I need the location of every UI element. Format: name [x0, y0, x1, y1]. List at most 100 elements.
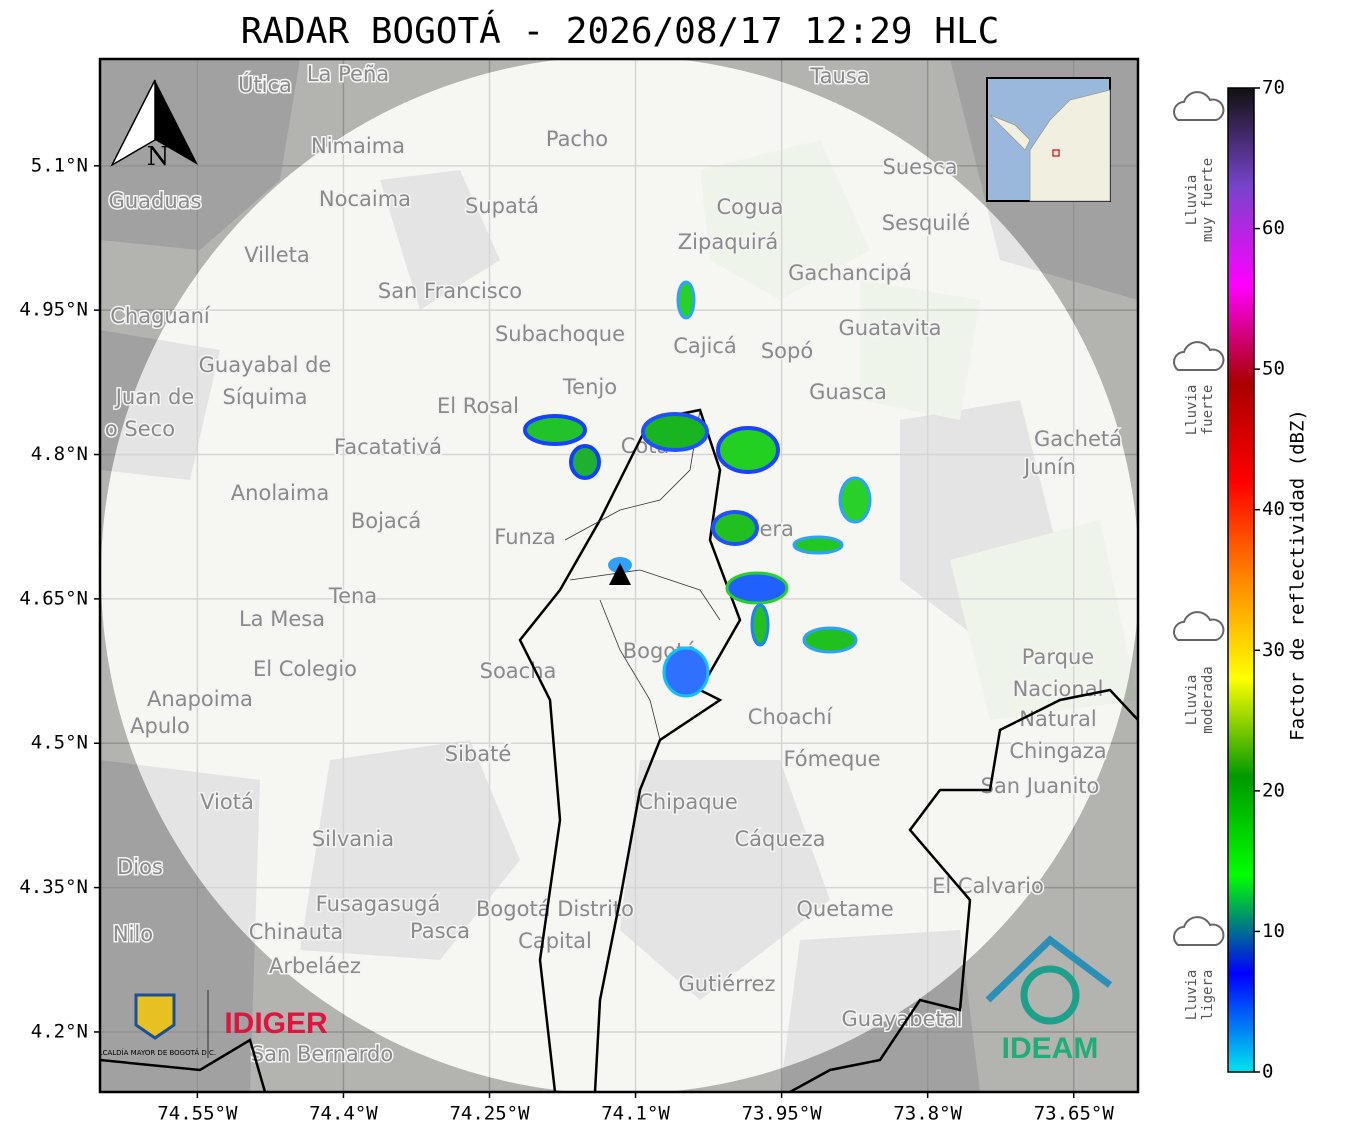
cloud-icon: [1173, 91, 1225, 121]
place-label: Facatativá: [334, 435, 442, 459]
place-label: Zipaquirá: [678, 230, 778, 254]
place-label: Choachí: [748, 705, 834, 729]
x-tick-label: 74.25°W: [449, 1103, 530, 1125]
place-label: Sopó: [761, 339, 813, 363]
north-arrow: N: [110, 79, 198, 172]
place-label: Dios: [117, 855, 163, 879]
place-label: Subachoque: [495, 322, 625, 346]
chart-title: RADAR BOGOTÁ - 2026/08/17 12:29 HLC: [241, 10, 1000, 52]
place-label: Tenjo: [562, 375, 617, 399]
place-label: Tausa: [809, 64, 869, 88]
place-label: El Calvario: [932, 874, 1044, 898]
place-label: Parque: [1022, 645, 1094, 669]
place-label: Apulo: [130, 714, 190, 738]
place-label: Funza: [494, 525, 555, 549]
place-label: Natural: [1019, 707, 1096, 731]
rain-level-label: Lluvia: [1184, 175, 1200, 226]
colorbar-tick-label: 0: [1262, 1061, 1273, 1083]
cloud-icon: [1173, 611, 1225, 641]
place-label: Villeta: [244, 243, 309, 267]
rain-level-label: fuerte: [1200, 385, 1216, 436]
place-label: Nacional: [1013, 677, 1104, 701]
y-tick-label: 4.35°N: [19, 876, 88, 898]
place-label: Quetame: [796, 897, 893, 921]
place-label: Sesquilé: [882, 211, 970, 235]
place-label: Bojacá: [351, 509, 421, 533]
x-tick-label: 74.55°W: [157, 1103, 238, 1125]
cloud-icon: [1173, 341, 1225, 371]
x-tick-label: 73.8°W: [893, 1103, 962, 1125]
place-label: o Seco: [105, 417, 175, 441]
place-label: Fómeque: [783, 747, 880, 771]
boundaries: [100, 408, 1138, 1092]
place-label: Gutiérrez: [679, 972, 776, 996]
place-label: Suesca: [883, 155, 958, 179]
place-labels: La Peña Útica Tausa Pacho Nimaima Nocaima Supa…: [103, 61, 1123, 1068]
logo-idiger: IDIGER: [224, 1007, 328, 1040]
logo-ideam-text: IDEAM: [1002, 1032, 1099, 1065]
inset-map: [986, 77, 1111, 202]
place-label: Chinauta: [249, 920, 343, 944]
place-label: Supatá: [465, 194, 539, 218]
north-label: N: [147, 142, 170, 172]
logo-alcaldia-text: ALCALDÍA MAYOR DE BOGOTÁ D.C.: [94, 1048, 216, 1057]
place-label: Nimaima: [311, 134, 405, 158]
place-label: Síquima: [223, 385, 308, 409]
place-label: San Bernardo: [251, 1042, 393, 1066]
place-label: El Rosal: [437, 394, 519, 418]
place-label: Soacha: [480, 659, 557, 683]
axes: 74.55°W 74.4°W 74.25°W 74.1°W 73.95°W 73.8°W 7…: [19, 154, 1114, 1124]
colorbar-tick-label: 10: [1262, 920, 1285, 942]
place-label: Chipaque: [638, 790, 738, 814]
place-label: Guaduas: [109, 189, 202, 213]
place-label: Nilo: [113, 922, 153, 946]
colorbar-gradient: [1227, 87, 1255, 1073]
place-label: Guayabal de: [199, 353, 332, 377]
y-tick-label: 5.1°N: [31, 154, 88, 176]
place-label: Fusagasugá: [316, 892, 441, 916]
colorbar-tick-label: 20: [1262, 779, 1285, 801]
place-label: Cáqueza: [735, 827, 826, 851]
place-label: El Colegio: [253, 657, 357, 681]
place-label: Pasca: [410, 919, 470, 943]
y-tick-label: 4.8°N: [31, 443, 88, 465]
colorbar-tick-label: 40: [1262, 498, 1285, 520]
y-tick-label: 4.65°N: [19, 587, 88, 609]
radar-echoes: [523, 280, 872, 698]
rain-level-label: Lluvia: [1184, 970, 1200, 1021]
y-tick-label: 4.95°N: [19, 299, 88, 321]
place-label: Junín: [1022, 455, 1076, 479]
colorbar-tick-label: 30: [1262, 639, 1285, 661]
place-label: Útica: [238, 72, 292, 97]
place-label: Gachancipá: [788, 261, 912, 285]
localities: [564, 409, 721, 741]
place-label: Cajicá: [673, 334, 737, 358]
logo-ideam: IDEAM: [985, 935, 1113, 1065]
place-label: Tena: [328, 584, 377, 608]
rain-level-label: moderada: [1200, 666, 1216, 733]
place-label: Cogua: [716, 195, 783, 219]
colorbar-tick-label: 70: [1262, 77, 1285, 99]
place-label: San Juanito: [981, 774, 1100, 798]
place-label: La Peña: [307, 62, 389, 86]
y-tick-label: 4.5°N: [31, 732, 88, 754]
x-tick-label: 73.65°W: [1034, 1103, 1115, 1125]
rain-level-label: muy fuerte: [1200, 158, 1216, 242]
place-label: Nocaima: [319, 187, 411, 211]
place-label: Pacho: [546, 127, 608, 151]
colorbar-tick-label: 60: [1262, 217, 1285, 239]
colorbar: Factor de reflectividad (dBZ) 0 10 20 30 40 5…: [1227, 77, 1309, 1083]
place-label: La Mesa: [239, 607, 325, 631]
place-label: Chingaza: [1009, 739, 1106, 763]
map: La Peña Útica Tausa Pacho Nimaima Nocaima Supa…: [94, 59, 1138, 1092]
place-label: Anolaima: [231, 481, 329, 505]
place-label: Capital: [518, 929, 592, 953]
place-label: Anapoima: [147, 687, 253, 711]
colorbar-tick-label: 50: [1262, 358, 1285, 380]
place-label: Viotá: [200, 790, 254, 814]
rain-level-label: Lluvia: [1184, 675, 1200, 726]
colorbar-label: Factor de reflectividad (dBZ): [1287, 409, 1309, 741]
rain-level-label: Lluvia: [1184, 385, 1200, 436]
plot-frame: [98, 57, 1140, 1094]
